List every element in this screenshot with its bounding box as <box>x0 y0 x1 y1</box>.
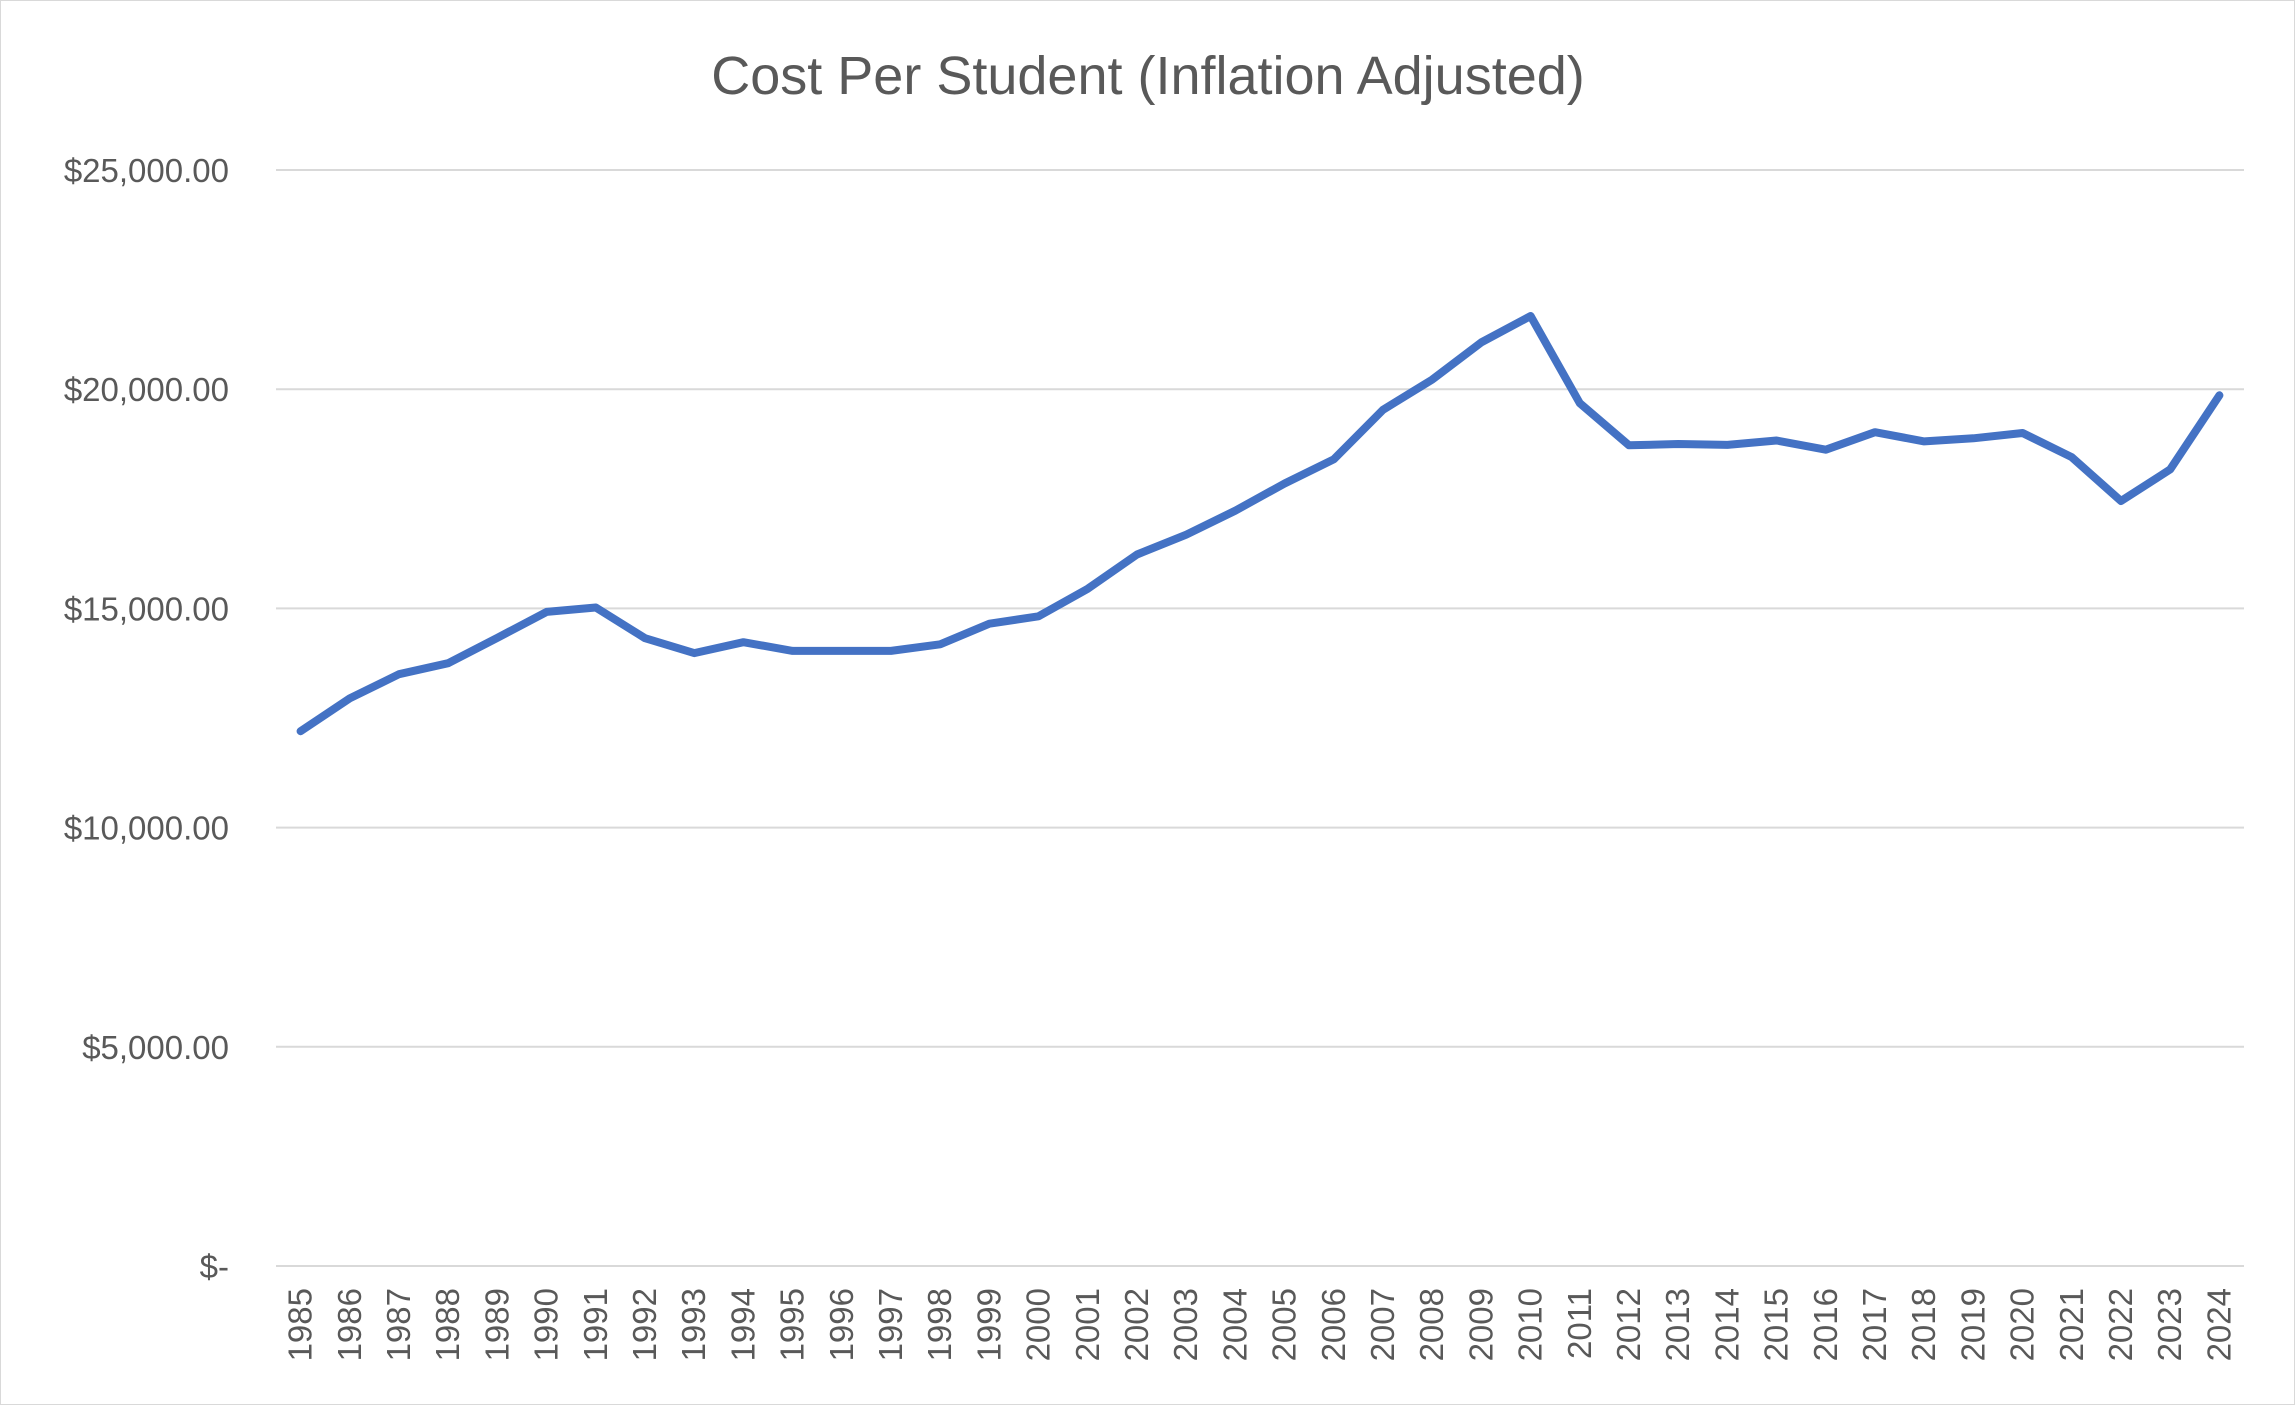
x-tick-label: 1991 <box>577 1288 614 1361</box>
x-tick-label: 2006 <box>1315 1288 1352 1361</box>
x-tick-label: 1987 <box>380 1288 417 1361</box>
x-tick-label: 1996 <box>823 1288 860 1361</box>
x-tick-label: 2019 <box>1954 1288 1991 1361</box>
x-tick-label: 1997 <box>872 1288 909 1361</box>
y-tick-label: $20,000.00 <box>64 371 229 408</box>
y-tick-label: $15,000.00 <box>64 590 229 627</box>
x-tick-label: 2008 <box>1413 1288 1450 1361</box>
x-tick-label: 1994 <box>724 1288 761 1361</box>
x-tick-label: 2003 <box>1167 1288 1204 1361</box>
x-tick-label: 2001 <box>1069 1288 1106 1361</box>
y-tick-label: $- <box>200 1248 229 1285</box>
x-tick-label: 1986 <box>331 1288 368 1361</box>
x-tick-label: 2024 <box>2200 1288 2237 1361</box>
y-tick-label: $5,000.00 <box>82 1029 229 1066</box>
x-tick-label: 1999 <box>970 1288 1007 1361</box>
x-tick-label: 1992 <box>626 1288 663 1361</box>
x-tick-label: 2023 <box>2151 1288 2188 1361</box>
x-tick-label: 2011 <box>1561 1288 1598 1359</box>
x-axis-tick-labels: 1985 1986 1987 1988 1989 1990 1991 1992 1993 1994… <box>282 1288 2238 1361</box>
chart-title: Cost Per Student (Inflation Adjusted) <box>711 46 1585 106</box>
y-tick-label: $10,000.00 <box>64 810 229 847</box>
y-axis-tick-labels: $- $5,000.00 $10,000.00 $15,000.00 $20,000.0… <box>64 152 229 1285</box>
x-tick-label: 2017 <box>1856 1288 1893 1361</box>
x-tick-label: 2015 <box>1758 1288 1795 1361</box>
x-tick-label: 1990 <box>528 1288 565 1361</box>
x-tick-label: 1998 <box>921 1288 958 1361</box>
x-tick-label: 2020 <box>2004 1288 2041 1361</box>
x-tick-label: 2002 <box>1118 1288 1155 1361</box>
x-tick-label: 2009 <box>1462 1288 1499 1361</box>
x-tick-label: 2018 <box>1905 1288 1942 1361</box>
x-tick-label: 2022 <box>2102 1288 2139 1361</box>
x-tick-label: 2013 <box>1659 1288 1696 1361</box>
x-tick-label: 2007 <box>1364 1288 1401 1361</box>
x-tick-label: 2012 <box>1610 1288 1647 1361</box>
x-tick-label: 1985 <box>282 1288 319 1361</box>
y-tick-label: $25,000.00 <box>64 152 229 189</box>
x-tick-label: 2010 <box>1512 1288 1549 1361</box>
gridlines <box>276 169 2244 1267</box>
x-tick-label: 2021 <box>2053 1288 2090 1361</box>
x-tick-label: 2014 <box>1708 1288 1745 1361</box>
series-layer <box>296 312 2224 736</box>
x-tick-label: 1989 <box>478 1288 515 1361</box>
x-tick-label: 2004 <box>1216 1288 1253 1361</box>
series-line <box>296 312 2224 736</box>
x-tick-label: 2016 <box>1807 1288 1844 1361</box>
x-tick-label: 1993 <box>675 1288 712 1361</box>
x-tick-label: 2005 <box>1266 1288 1303 1361</box>
x-tick-label: 2000 <box>1020 1288 1057 1361</box>
x-tick-label: 1995 <box>774 1288 811 1361</box>
x-tick-label: 1988 <box>429 1288 466 1361</box>
